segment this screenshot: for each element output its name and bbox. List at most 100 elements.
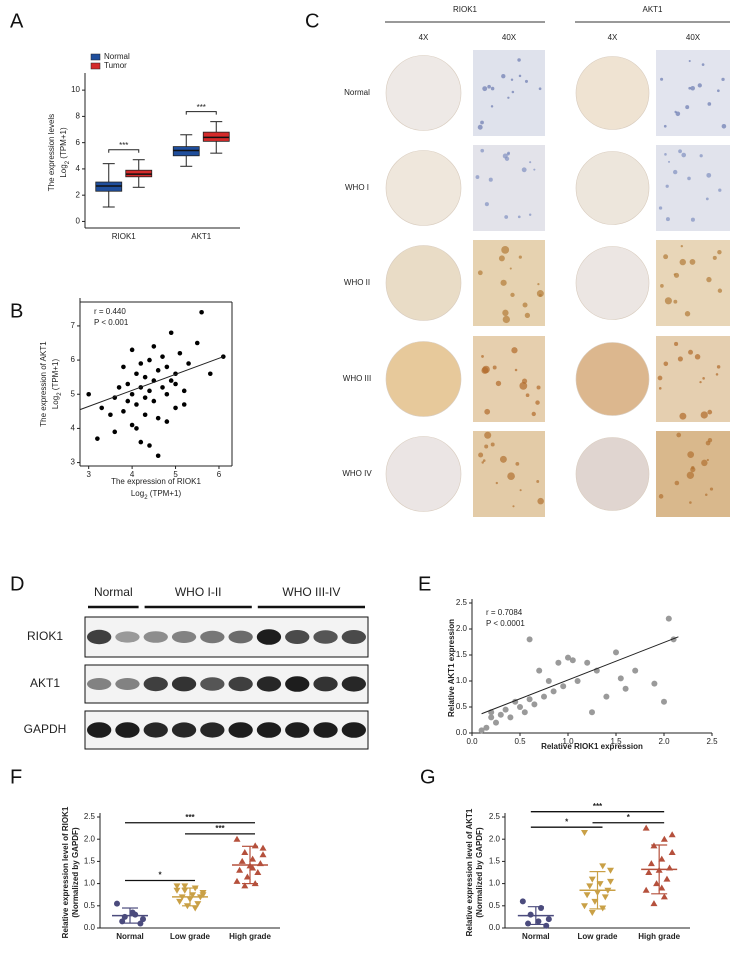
annotation: P < 0.0001 xyxy=(486,619,525,628)
point xyxy=(155,368,161,373)
panel-label: F xyxy=(10,766,22,788)
point xyxy=(189,892,197,899)
y-tick-label: 4 xyxy=(76,164,81,173)
cell xyxy=(721,124,727,129)
cell xyxy=(660,284,664,288)
point xyxy=(651,680,658,687)
cell xyxy=(673,273,676,276)
point xyxy=(241,882,249,889)
y-tick-label: 1.0 xyxy=(489,879,501,888)
cell xyxy=(521,378,528,384)
point xyxy=(660,835,668,842)
cell xyxy=(717,288,723,293)
point xyxy=(665,615,672,622)
y-tick-label: 2.5 xyxy=(489,812,501,821)
point xyxy=(632,667,639,674)
point xyxy=(181,402,187,407)
y-tick-label: 1.0 xyxy=(456,676,468,685)
cell xyxy=(658,387,662,390)
cell xyxy=(484,408,491,415)
axis-label: Log2 (TPM+1) xyxy=(51,359,62,410)
legend-label: Tumor xyxy=(104,61,127,70)
band xyxy=(200,722,225,738)
point xyxy=(194,340,200,346)
axis-label-part: (TPM+1) xyxy=(51,359,60,393)
tissue-core xyxy=(385,55,462,131)
panel-label: B xyxy=(10,300,23,322)
cell xyxy=(482,365,490,374)
band xyxy=(143,676,168,692)
band xyxy=(171,631,197,643)
point xyxy=(589,709,595,716)
y-tick-label: 2.5 xyxy=(456,598,468,607)
y-tick-label: 3 xyxy=(71,458,76,467)
point xyxy=(536,667,543,674)
cell xyxy=(677,356,683,362)
cell xyxy=(679,412,687,420)
point xyxy=(588,909,596,916)
point xyxy=(525,920,532,927)
y-tick-label: 2.5 xyxy=(84,812,96,821)
tissue-field xyxy=(656,50,730,136)
tissue-core xyxy=(575,151,650,225)
point xyxy=(259,851,267,858)
panel-label: E xyxy=(418,573,431,595)
tissue-core xyxy=(575,342,650,416)
point xyxy=(517,704,523,710)
fit-line xyxy=(481,636,679,715)
cell xyxy=(680,244,684,248)
y-tick-label: 0.0 xyxy=(84,923,96,932)
tissue-core xyxy=(385,150,462,226)
cell xyxy=(515,462,520,466)
tissue-field xyxy=(656,145,730,231)
tissue-field xyxy=(656,240,730,326)
point xyxy=(151,344,157,349)
axis-label: The expression of RIOK1 xyxy=(111,477,201,486)
point xyxy=(478,727,485,734)
point xyxy=(526,636,533,643)
cell xyxy=(511,90,515,94)
cell xyxy=(504,156,510,161)
y-tick-label: 2.0 xyxy=(84,834,96,843)
cell xyxy=(688,349,693,355)
axis-label-part: (TPM+1) xyxy=(148,489,182,498)
cell xyxy=(716,365,721,369)
point xyxy=(173,381,178,387)
point xyxy=(233,877,241,884)
band xyxy=(171,676,197,692)
point xyxy=(647,860,655,867)
point xyxy=(160,385,165,390)
band xyxy=(313,722,338,738)
x-tick-label: 3 xyxy=(86,470,91,479)
y-tick-label: 2.0 xyxy=(456,624,468,633)
x-tick-label: High grade xyxy=(638,932,680,941)
cell xyxy=(701,63,705,66)
cell xyxy=(504,215,509,219)
comparison-label: *** xyxy=(593,802,603,811)
significance-bracket xyxy=(108,149,140,153)
y-tick-label: 2 xyxy=(76,190,81,199)
point xyxy=(254,869,262,875)
cell xyxy=(688,86,692,90)
cell xyxy=(524,79,528,83)
cell xyxy=(663,124,667,128)
x-tick-label: 1.0 xyxy=(562,737,574,746)
point xyxy=(601,894,609,901)
cell xyxy=(707,438,713,443)
cell xyxy=(705,197,709,201)
band xyxy=(200,677,225,691)
point xyxy=(116,385,122,390)
axis-label: Relative expression level of AKT1 xyxy=(465,808,474,936)
axis-label: The expression levels xyxy=(47,114,56,191)
point xyxy=(125,398,131,404)
tissue-field xyxy=(473,50,545,136)
point xyxy=(613,649,619,656)
cell xyxy=(481,355,484,358)
point xyxy=(545,916,552,923)
band xyxy=(115,722,140,738)
point xyxy=(586,883,594,890)
band xyxy=(228,676,253,692)
point xyxy=(191,905,199,912)
panel-label: A xyxy=(10,10,24,32)
cell xyxy=(697,83,702,88)
